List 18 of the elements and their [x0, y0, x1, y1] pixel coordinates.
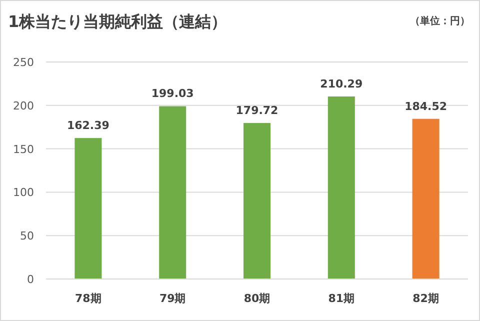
x-tick-label: 80期 [244, 292, 270, 305]
y-tick-label: 50 [20, 230, 34, 243]
text: （単位：円） [410, 15, 470, 27]
x-tick-label: 81期 [328, 292, 355, 305]
x-tick-label: 82期 [412, 292, 439, 305]
y-tick-label: 0 [27, 273, 34, 286]
data-label: 162.39 [66, 119, 110, 132]
y-tick-label: 100 [13, 186, 34, 200]
data-label: 199.03 [151, 87, 194, 100]
chart-title: 1株当たり当期純利益（連結） [8, 12, 228, 31]
y-tick-label: 150 [13, 142, 34, 156]
x-tick-label: 78期 [75, 292, 102, 305]
y-tick-label: 200 [13, 99, 34, 112]
data-label: 184.52 [404, 100, 448, 113]
y-tick-label: 250 [13, 56, 34, 69]
data-label: 210.29 [320, 77, 363, 90]
x-tick-label: 79期 [159, 292, 186, 305]
data-label: 179.72 [236, 104, 278, 118]
